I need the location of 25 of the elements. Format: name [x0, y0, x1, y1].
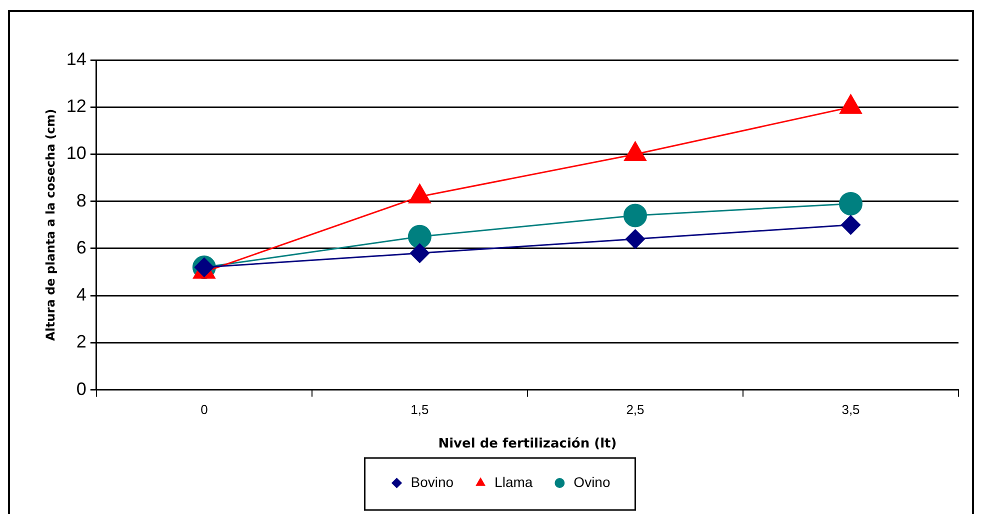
x-axis-title: Nivel de fertilización (lt)	[438, 436, 617, 452]
y-tick-label: 2	[76, 332, 86, 352]
y-tick-label: 4	[76, 284, 86, 305]
point	[408, 224, 432, 248]
y-tick-label: 8	[76, 190, 86, 210]
point	[838, 192, 862, 216]
x-tick-label: 0	[200, 402, 208, 418]
y-tick-label: 10	[66, 143, 86, 164]
y-tick-label: 14	[66, 48, 86, 69]
point	[625, 229, 645, 249]
point	[840, 215, 860, 235]
point	[840, 94, 862, 114]
legend-label: Bovino	[410, 474, 454, 490]
legend-label: Ovino	[574, 474, 610, 490]
point	[624, 141, 646, 161]
y-tick-label: 6	[76, 237, 86, 258]
y-axis-title: Altura de planta a la cosecha (cm)	[43, 108, 58, 341]
point	[410, 243, 430, 263]
y-tick-label: 0	[76, 378, 86, 399]
legend-label: Llama	[494, 474, 533, 490]
x-tick-label: 2,5	[626, 402, 644, 418]
x-tick-label: 1,5	[410, 402, 429, 418]
x-tick-label: 3,5	[842, 402, 860, 418]
y-tick-label: 12	[66, 96, 86, 116]
point	[623, 204, 647, 228]
